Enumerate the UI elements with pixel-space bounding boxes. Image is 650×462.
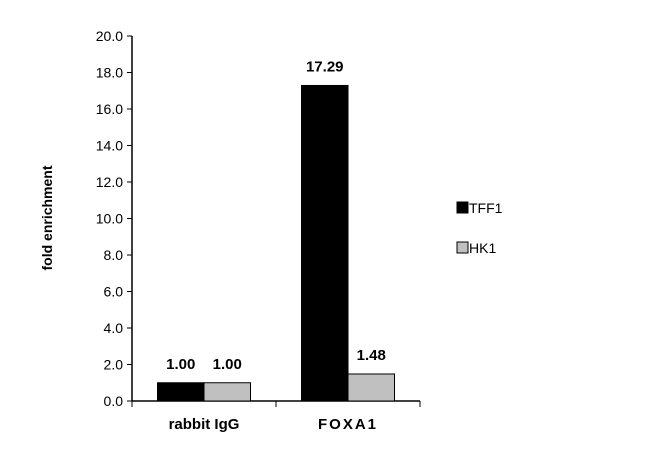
y-tick-label: 18.0: [96, 65, 123, 81]
data-label: 1.48: [357, 347, 386, 364]
bar-TFF1: [157, 382, 205, 402]
y-tick-label: 16.0: [96, 101, 123, 117]
data-label: 1.00: [213, 356, 242, 373]
y-axis-label: fold enrichment: [39, 165, 55, 270]
y-tick-label: 14.0: [96, 138, 123, 154]
legend-swatch: [456, 241, 469, 254]
y-tick-label: 0.0: [104, 393, 124, 409]
legend-label: TFF1: [469, 200, 503, 216]
data-label: 17.29: [306, 58, 344, 75]
x-tick-label: FOXA1: [318, 416, 378, 433]
y-tick-label: 4.0: [104, 320, 124, 336]
bar-HK1: [203, 382, 251, 402]
x-tick-label: rabbit IgG: [169, 416, 240, 433]
legend-label: HK1: [469, 240, 496, 256]
y-tick-label: 20.0: [96, 28, 123, 44]
data-label: 1.00: [166, 356, 195, 373]
y-tick-label: 10.0: [96, 211, 123, 227]
y-tick-label: 8.0: [104, 247, 124, 263]
y-tick-label: 6.0: [104, 284, 124, 300]
y-tick-label: 2.0: [104, 357, 124, 373]
y-tick-label: 12.0: [96, 174, 123, 190]
bar-HK1: [347, 373, 395, 402]
bar-TFF1: [301, 84, 349, 402]
legend-swatch: [456, 201, 469, 214]
